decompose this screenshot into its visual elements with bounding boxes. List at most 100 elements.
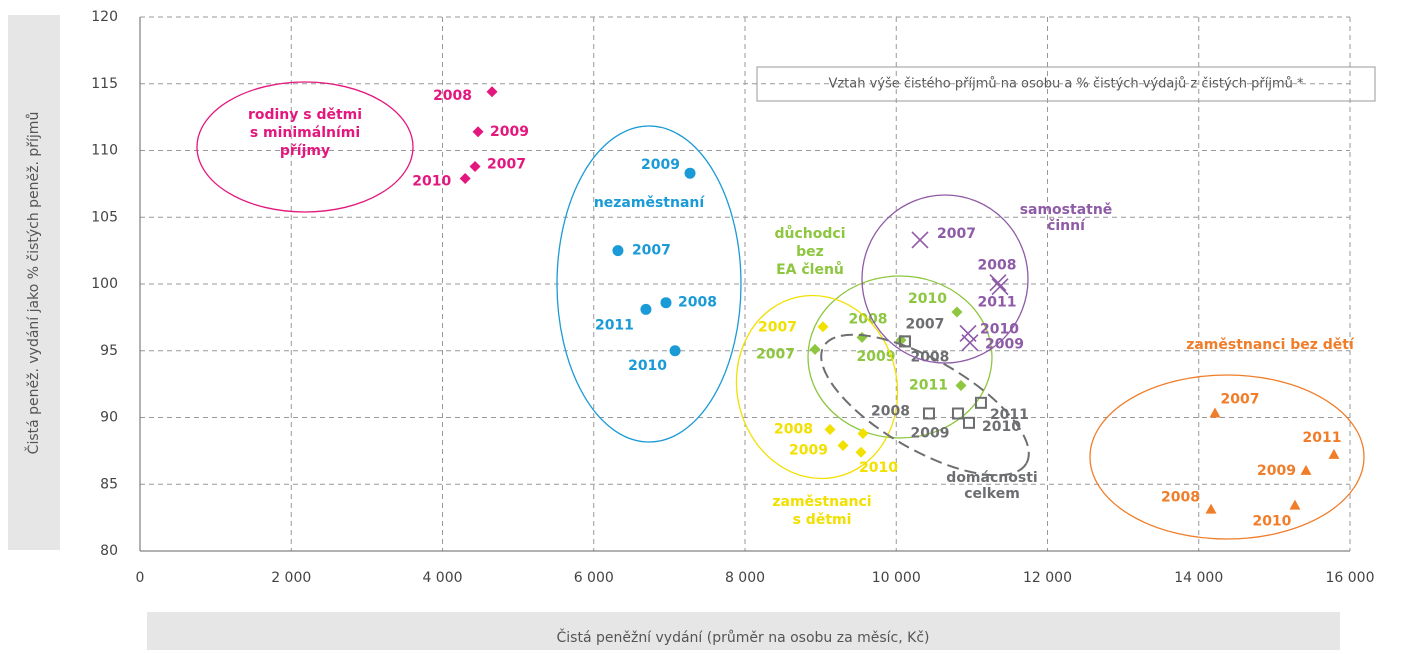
group-name: bez <box>796 244 824 260</box>
y-tick-label: 85 <box>100 476 118 492</box>
x-title-box <box>147 612 1340 650</box>
point <box>817 321 829 333</box>
y-tick-label: 95 <box>100 343 118 359</box>
group-name: s dětmi <box>793 512 852 528</box>
point <box>837 440 849 452</box>
point <box>612 245 624 257</box>
point-label: 2010 <box>412 174 451 190</box>
group-name: důchodci <box>775 225 846 242</box>
group-name: celkem <box>964 486 1020 502</box>
point <box>857 428 869 440</box>
point <box>1289 499 1301 510</box>
point-label: 2009 <box>985 337 1024 353</box>
y-tick-label: 100 <box>91 276 118 292</box>
point <box>824 424 836 436</box>
point <box>951 407 964 420</box>
point <box>855 446 867 458</box>
point <box>669 345 681 357</box>
point <box>640 303 652 315</box>
point-label: 2010 <box>628 358 667 374</box>
group-name: s minimálními <box>250 125 360 141</box>
group-name: činní <box>1047 218 1086 234</box>
point-label: 2008 <box>910 349 949 365</box>
point <box>459 173 471 185</box>
point-label: 2010 <box>908 291 947 307</box>
point-label: 2007 <box>756 346 795 362</box>
x-tick-label: 6 000 <box>574 570 614 586</box>
group-ellipse <box>556 125 742 443</box>
group-ellipse <box>807 275 993 439</box>
point <box>974 396 987 409</box>
point-label: 2009 <box>789 443 828 459</box>
point <box>469 161 481 173</box>
x-tick-label: 4 000 <box>422 570 462 586</box>
point <box>1300 464 1312 475</box>
point-label: 2011 <box>595 317 634 333</box>
x-tick-label: 8 000 <box>725 570 765 586</box>
point-label: 2007 <box>905 316 944 332</box>
group-name: zaměstnanci <box>772 494 871 510</box>
point <box>922 407 935 420</box>
point <box>989 274 1007 292</box>
x-tick-label: 0 <box>136 570 145 586</box>
point-label: 2008 <box>871 403 910 419</box>
point <box>961 334 979 352</box>
group-name: samostatně <box>1020 202 1113 218</box>
point-label: 2008 <box>774 422 813 438</box>
point-label: 2008 <box>678 295 717 311</box>
point <box>809 343 821 355</box>
chart-title: Vztah výše čistého příjmů na osobu a % č… <box>828 77 1304 92</box>
point <box>856 331 868 343</box>
group-ellipse <box>861 194 1029 364</box>
y-tick-label: 90 <box>100 410 118 426</box>
group-name: domácnosti <box>946 470 1037 486</box>
point <box>898 335 911 348</box>
point <box>951 306 963 318</box>
point <box>660 297 672 309</box>
point-label: 2010 <box>982 419 1021 435</box>
point-label: 2011 <box>1302 430 1341 446</box>
x-tick-label: 14 000 <box>1174 570 1223 586</box>
x-tick-label: 10 000 <box>872 570 921 586</box>
group-name: rodiny s dětmi <box>248 107 362 123</box>
point <box>684 167 696 179</box>
group-name: zaměstnanci bez dětí <box>1186 337 1355 353</box>
point <box>486 86 498 98</box>
point <box>955 379 967 391</box>
group-name: EA členů <box>776 261 844 278</box>
y-tick-label: 80 <box>100 543 118 559</box>
point-label: 2007 <box>758 320 797 336</box>
group-ellipse <box>735 294 899 480</box>
point-label: 2011 <box>909 377 948 393</box>
y-tick-label: 115 <box>91 76 118 92</box>
point-label: 2008 <box>1161 490 1200 506</box>
point <box>1205 503 1217 514</box>
group-ellipse <box>196 81 414 213</box>
point-label: 2010 <box>980 321 1019 337</box>
point-label: 2009 <box>1257 463 1296 479</box>
point-label: 2009 <box>857 349 896 365</box>
point <box>1209 407 1221 418</box>
point-label: 2007 <box>1221 391 1260 407</box>
point-label: 2011 <box>978 295 1017 311</box>
x-axis-title: Čistá peněžní vydání (průměr na osobu za… <box>557 628 930 646</box>
group-name: příjmy <box>280 143 330 159</box>
point-label: 2007 <box>487 157 526 173</box>
point-label: 2009 <box>490 124 529 140</box>
point <box>991 278 1009 296</box>
point-label: 2008 <box>433 88 472 104</box>
x-tick-label: 16 000 <box>1326 570 1375 586</box>
point-label: 2008 <box>977 258 1016 274</box>
y-title-box <box>8 15 60 550</box>
y-axis-title: Čistá peněž. vydání jako % čistých peněž… <box>24 112 42 455</box>
point <box>911 231 929 249</box>
point-label: 2009 <box>641 157 680 173</box>
point <box>1328 448 1340 459</box>
group-ellipse <box>820 333 1030 477</box>
y-tick-label: 105 <box>91 209 118 225</box>
point-label: 2007 <box>632 243 671 259</box>
point-label: 2010 <box>859 460 898 476</box>
group-name: nezaměstnaní <box>594 195 706 211</box>
y-tick-label: 120 <box>91 9 118 25</box>
